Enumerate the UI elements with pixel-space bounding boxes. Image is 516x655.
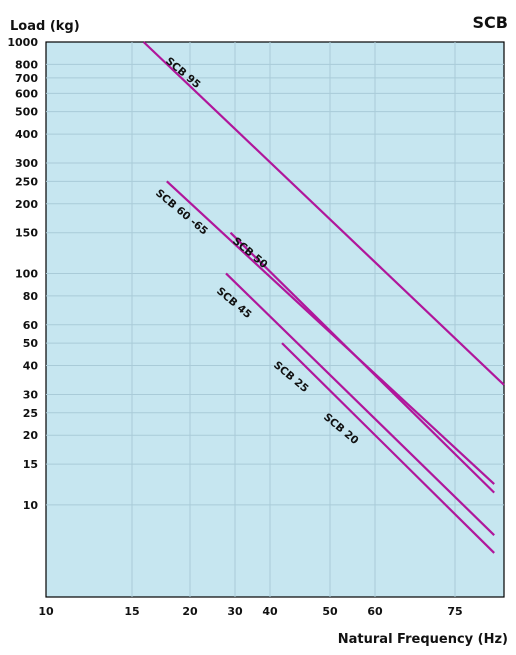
y-tick-label: 150 [15, 227, 38, 240]
y-tick-label: 80 [23, 290, 39, 303]
series-line [281, 342, 495, 554]
y-tick-label: 700 [15, 72, 38, 85]
series-line [225, 272, 495, 536]
y-tick-label: 40 [23, 360, 39, 373]
y-tick-label: 250 [15, 175, 38, 188]
x-tick-label: 30 [227, 605, 243, 618]
y-tick-label: 600 [15, 87, 38, 100]
y-tick-label: 400 [15, 128, 38, 141]
y-tick-label: 25 [23, 407, 38, 420]
y-tick-label: 200 [15, 198, 38, 211]
x-tick-label: 75 [447, 605, 462, 618]
x-tick-labels: 10 15 20 30 40 50 60 75 [38, 605, 462, 618]
x-axis-label: Natural Frequency (Hz) [338, 632, 508, 647]
x-tick-label: 10 [38, 605, 54, 618]
y-tick-label: 100 [15, 267, 38, 280]
chart-title: SCB [473, 13, 508, 32]
x-tick-label: 50 [322, 605, 338, 618]
x-tick-label: 60 [367, 605, 383, 618]
y-tick-label: 30 [23, 388, 39, 401]
grid-lines [46, 42, 504, 597]
x-tick-label: 20 [182, 605, 198, 618]
x-tick-label: 40 [262, 605, 278, 618]
series-line [142, 41, 505, 386]
x-tick-label: 15 [124, 605, 139, 618]
y-tick-label: 300 [15, 157, 38, 170]
y-tick-label: 500 [15, 106, 38, 119]
series-line [229, 231, 495, 494]
series-lines [142, 41, 505, 554]
y-axis-label: Load (kg) [10, 19, 80, 34]
y-tick-label: 1000 [7, 36, 38, 49]
y-tick-label: 60 [23, 319, 39, 332]
y-tick-label: 10 [23, 499, 39, 512]
y-tick-label: 50 [23, 337, 39, 350]
y-tick-label: 20 [23, 429, 39, 442]
y-tick-label: 15 [23, 458, 38, 471]
y-tick-label: 800 [15, 58, 38, 71]
